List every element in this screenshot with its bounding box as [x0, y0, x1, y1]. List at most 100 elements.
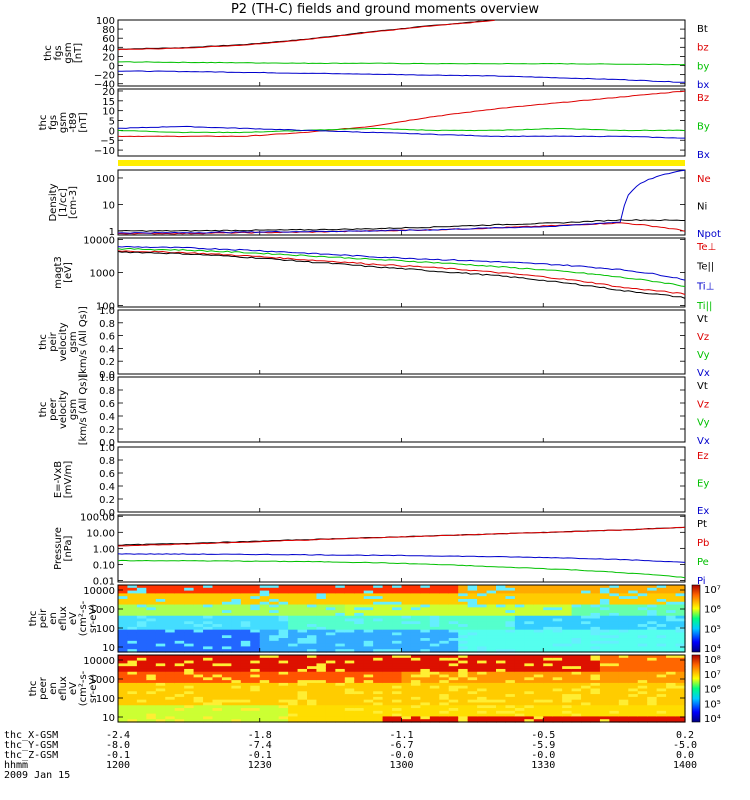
spectrogram-cell — [174, 699, 185, 704]
spectrogram-cell — [354, 626, 365, 631]
spectrogram-cell — [448, 618, 459, 622]
spectrogram-cell — [278, 671, 289, 676]
spectrogram-cell — [316, 646, 327, 650]
spectrogram-cell — [486, 607, 497, 611]
y-tick-label: 1.0 — [99, 373, 115, 384]
spectrogram-cell — [297, 655, 308, 659]
spectrogram-cell — [269, 680, 280, 684]
spectrogram-cell — [647, 593, 658, 597]
spectrogram-cell — [581, 649, 592, 653]
spectrogram-cell — [609, 674, 620, 678]
spectrogram-cell — [599, 716, 610, 720]
panel-frame — [117, 446, 686, 513]
spectrogram-cell — [136, 702, 147, 706]
spectrogram-cell — [420, 666, 431, 670]
spectrogram-cell — [647, 668, 658, 673]
spectrogram-cell — [590, 694, 601, 698]
spectrogram-cell — [278, 590, 289, 594]
spectrogram-cell — [363, 685, 374, 690]
spectrogram-cell — [118, 596, 129, 600]
spectrogram-cell — [609, 621, 620, 625]
spectrogram-cell — [552, 598, 563, 603]
spectrogram-cell — [297, 615, 308, 620]
spectrogram-cell — [146, 640, 157, 645]
spectrogram-cell — [174, 598, 185, 603]
spectrogram-cell — [637, 705, 648, 709]
spectrogram-cell — [533, 694, 544, 698]
spectrogram-cell — [250, 593, 261, 597]
spectrogram-cell — [420, 585, 431, 589]
spectrogram-cell — [165, 682, 176, 687]
spectrogram-cell — [562, 593, 573, 597]
spectrogram-cell — [467, 696, 478, 701]
y-axis-label-line: eV — [68, 682, 79, 695]
spectrogram-cell — [231, 674, 242, 678]
y-axis-label-line: -t89 — [68, 112, 79, 132]
spectrogram-cell — [514, 626, 525, 631]
spectrogram-cell — [543, 590, 554, 594]
spectrogram-cell — [392, 663, 403, 667]
spectrogram-cell — [533, 708, 544, 712]
spectrogram-cell — [155, 663, 166, 667]
spectrogram-cell — [552, 660, 563, 664]
spectrogram-cell — [344, 702, 355, 706]
spectrogram-cell — [599, 682, 610, 687]
spectrogram-cell — [618, 682, 629, 687]
spectrogram-cell — [307, 587, 318, 592]
spectrogram-cell — [382, 705, 393, 709]
spectrogram-cell — [316, 621, 327, 625]
spectrogram-cell — [240, 596, 251, 600]
spectrogram-cell — [581, 621, 592, 625]
spectrogram-cell — [288, 607, 299, 611]
spectrogram-cell — [666, 708, 677, 712]
spectrogram-cell — [637, 696, 648, 701]
spectrogram-cell — [250, 666, 261, 670]
spectrogram-cell — [486, 691, 497, 695]
spectrogram-cell — [552, 632, 563, 636]
spectrogram-cell — [628, 624, 639, 628]
spectrogram-cell — [193, 635, 204, 639]
spectrogram-cell — [269, 590, 280, 594]
spectrogram-cell — [203, 710, 214, 715]
spectrogram-cell — [656, 587, 667, 592]
legend-ti⊥: Ti⊥ — [696, 281, 714, 292]
spectrogram-cell — [155, 655, 166, 659]
spectrogram-cell — [647, 671, 658, 676]
spectrogram-cell — [609, 615, 620, 620]
y-tick-label: 100 — [96, 694, 115, 705]
spectrogram-cell — [439, 604, 450, 608]
spectrogram-cell — [533, 615, 544, 620]
spectrogram-cell — [240, 626, 251, 631]
spectrogram-cell — [325, 629, 336, 634]
spectrogram-cell — [656, 638, 667, 642]
spectrogram-cell — [240, 624, 251, 628]
spectrogram-cell — [250, 587, 261, 592]
spectrogram-cell — [637, 649, 648, 653]
spectrogram-cell — [307, 624, 318, 628]
y-tick-label: 0.2 — [99, 495, 115, 506]
spectrogram-cell — [505, 716, 516, 720]
spectrogram-cell — [496, 635, 507, 639]
spectrogram-cell — [420, 612, 431, 617]
spectrogram-cell — [637, 626, 648, 631]
spectrogram-cell — [146, 626, 157, 631]
y-axis-label-line: sr-eV) — [88, 604, 99, 633]
spectrogram-cell — [307, 680, 318, 684]
spectrogram-cell — [231, 601, 242, 606]
spectrogram-cell — [118, 629, 129, 634]
spectrogram-cell — [599, 646, 610, 650]
spectrogram-cell — [335, 702, 346, 706]
spectrogram-cell — [467, 607, 478, 611]
spectrogram-cell — [533, 716, 544, 720]
spectrogram-cell — [514, 607, 525, 611]
spectrogram-cell — [467, 585, 478, 589]
spectrogram-cell — [420, 668, 431, 673]
spectrogram-cell — [221, 705, 232, 709]
spectrogram-cell — [174, 587, 185, 592]
spectrogram-cell — [392, 702, 403, 706]
spectrogram-cell — [297, 649, 308, 653]
spectrogram-cell — [307, 610, 318, 614]
spectrogram-cell — [552, 612, 563, 617]
spectrogram-cell — [373, 649, 384, 653]
spectrogram-cell — [373, 655, 384, 659]
